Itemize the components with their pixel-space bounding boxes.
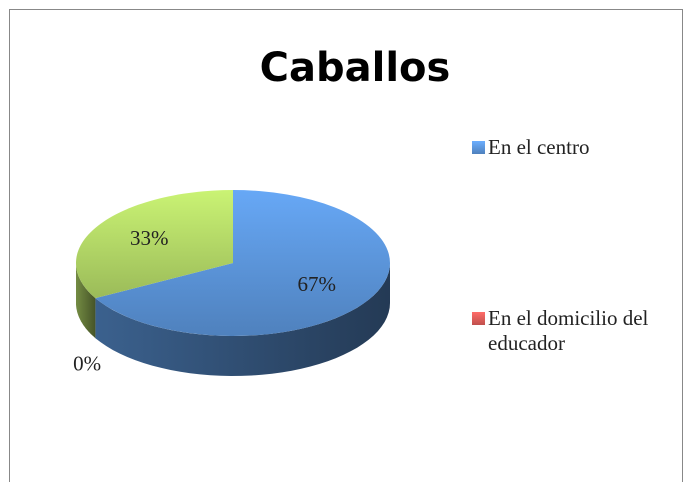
slice (75, 190, 233, 299)
chart-title: Caballos (260, 45, 451, 91)
slice-side (76, 263, 96, 339)
slice (95, 190, 390, 336)
data-label: 67% (298, 272, 337, 296)
slice-side (95, 263, 391, 376)
data-label: 33% (130, 226, 169, 250)
legend-label: En el domicilio del educador (488, 306, 649, 355)
legend-label: En el centro (488, 135, 590, 159)
legend-swatch (472, 141, 485, 154)
data-label: 0% (73, 351, 101, 375)
legend-swatch (472, 312, 485, 325)
